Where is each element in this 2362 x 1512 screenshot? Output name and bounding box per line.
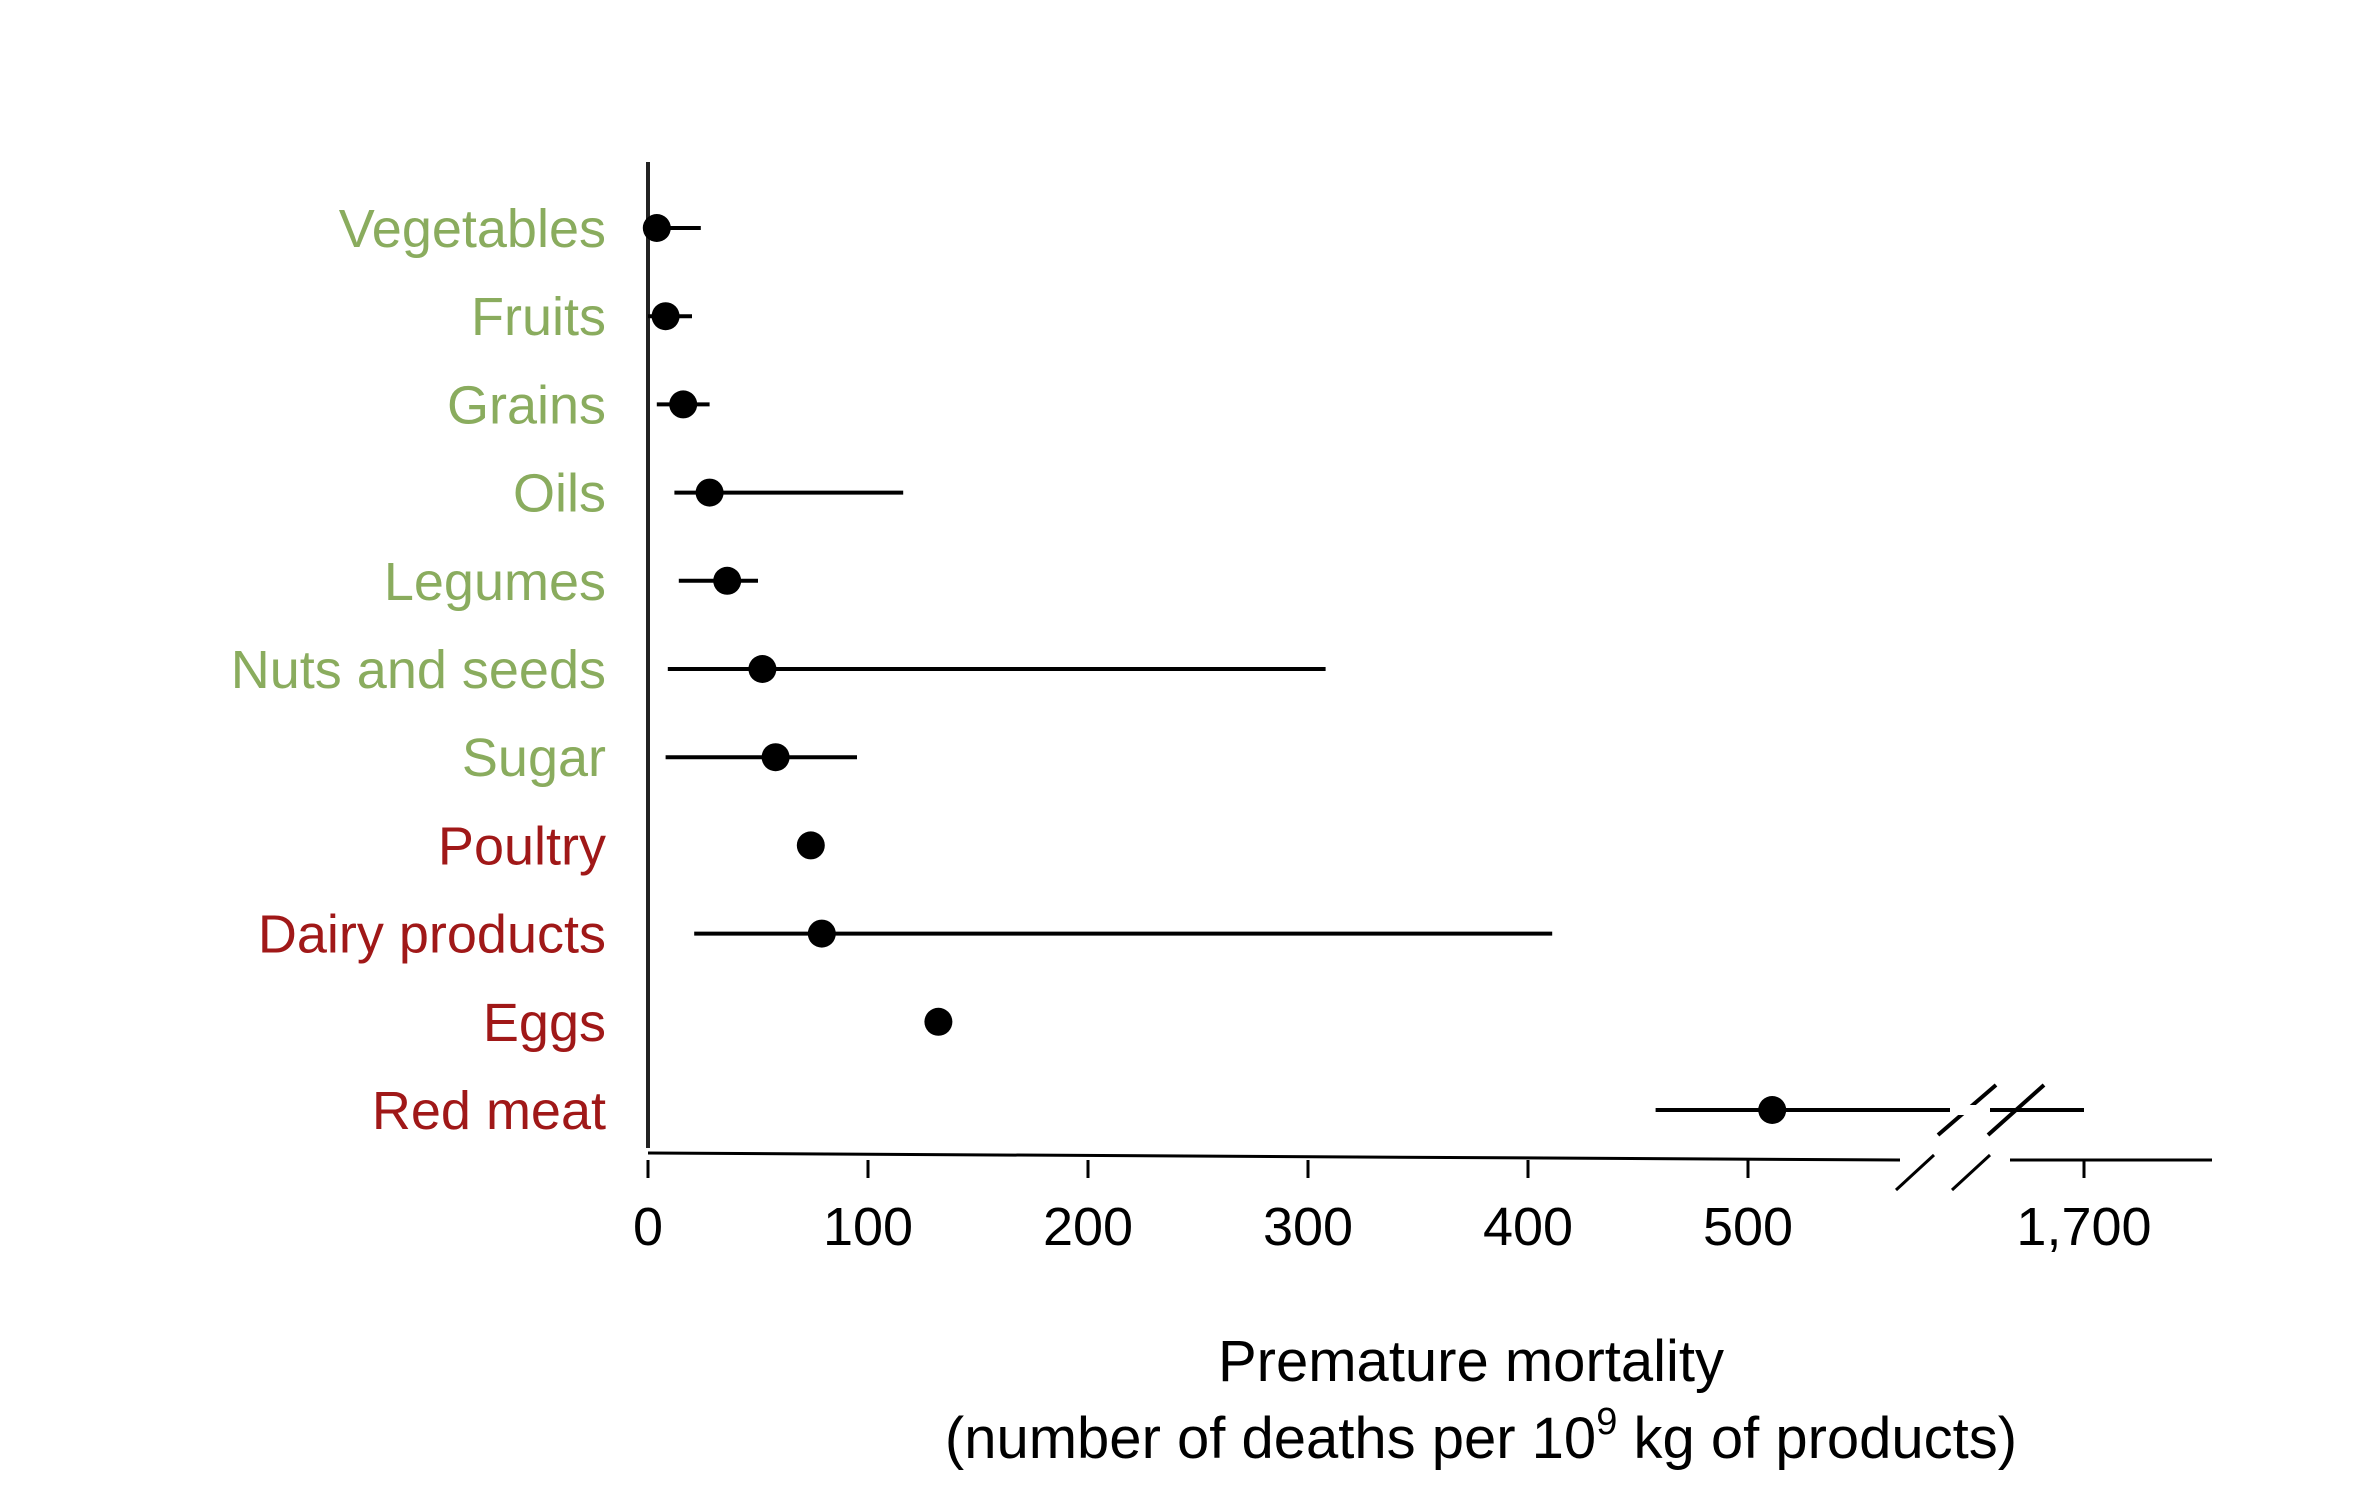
category-labels: Vegetables Fruits Grains Oils Legumes Nuts an… bbox=[231, 199, 606, 1141]
x-axis-title: Premature mortality (number of deaths pe… bbox=[945, 1329, 2017, 1471]
category-label: Dairy products bbox=[258, 905, 606, 965]
x-axis-break-mark bbox=[1950, 1153, 1992, 1192]
category-label: Eggs bbox=[483, 993, 606, 1053]
data-point bbox=[713, 566, 742, 595]
x-axis-line bbox=[647, 1151, 1901, 1162]
x-tick-label: 0 bbox=[633, 1197, 663, 1257]
x-axis-title-line2-after: kg of products) bbox=[1617, 1406, 2017, 1471]
x-axis-title-line2: (number of deaths per 109 kg of products… bbox=[945, 1401, 2017, 1471]
data-points bbox=[642, 214, 1787, 1124]
x-tick-label: 300 bbox=[1263, 1197, 1353, 1257]
data-point bbox=[761, 743, 790, 772]
data-point bbox=[642, 214, 671, 242]
x-tick-label: 1,700 bbox=[2016, 1197, 2151, 1257]
category-label: Grains bbox=[447, 375, 606, 435]
category-label: Red meat bbox=[372, 1081, 606, 1141]
x-axis-title-exponent: 9 bbox=[1596, 1401, 1617, 1443]
data-point bbox=[807, 919, 836, 948]
x-axis-title-line1: Premature mortality bbox=[1218, 1329, 1724, 1394]
data-point bbox=[796, 831, 825, 860]
category-label: Poultry bbox=[438, 816, 606, 876]
data-point bbox=[924, 1007, 953, 1036]
data-point bbox=[1758, 1096, 1787, 1124]
data-point bbox=[695, 478, 724, 507]
category-label: Nuts and seeds bbox=[231, 640, 606, 700]
data-point bbox=[669, 390, 698, 419]
category-label: Fruits bbox=[471, 287, 606, 347]
x-tick-label: 200 bbox=[1043, 1197, 1133, 1257]
x-axis-break-mark bbox=[1894, 1153, 1936, 1192]
x-tick-label: 400 bbox=[1483, 1197, 1573, 1257]
category-label: Sugar bbox=[462, 728, 606, 788]
category-label: Legumes bbox=[384, 552, 606, 612]
x-tick-label: 500 bbox=[1703, 1197, 1793, 1257]
x-tick-label: 100 bbox=[823, 1197, 913, 1257]
error-bar-break-mark bbox=[1986, 1083, 2046, 1137]
data-point bbox=[748, 655, 777, 683]
x-axis-title-line2-before: (number of deaths per 10 bbox=[945, 1406, 1596, 1471]
error-bar-break-gap bbox=[1950, 1105, 1990, 1115]
error-bars bbox=[648, 226, 2084, 1137]
x-axis: 0 100 200 300 400 500 1,700 bbox=[633, 1151, 2212, 1257]
category-label: Vegetables bbox=[339, 199, 606, 259]
category-label: Oils bbox=[513, 464, 606, 524]
data-point bbox=[651, 302, 680, 331]
